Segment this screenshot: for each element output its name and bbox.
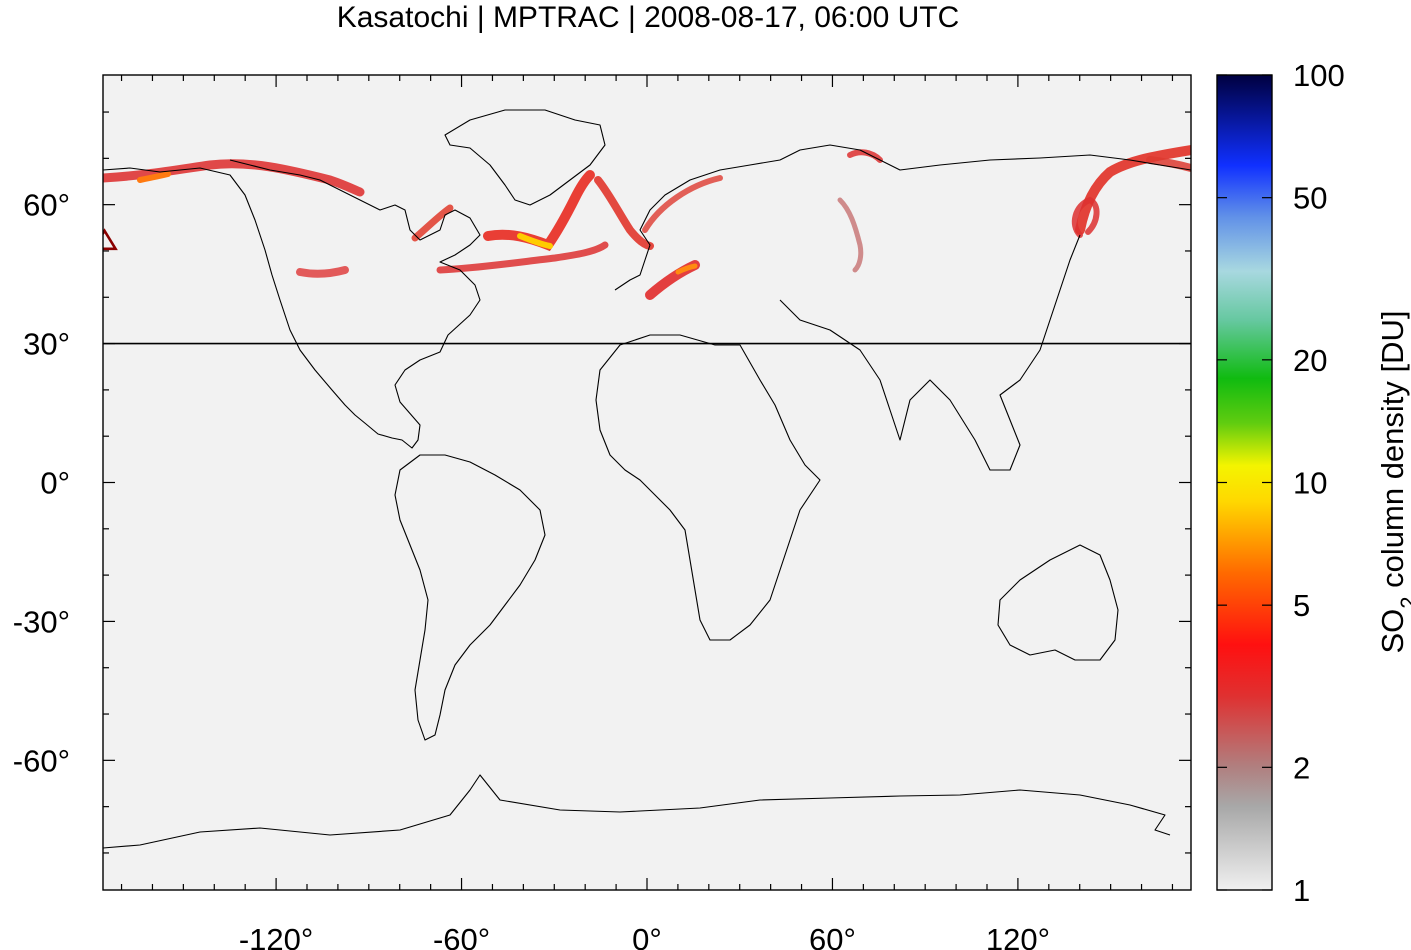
coast-asia xyxy=(779,234,1081,471)
y-axis-tick-labels: 60° 30° 0° -30° -60° xyxy=(13,188,70,779)
colorbar-label: SO2 column density [DU] xyxy=(1375,310,1411,653)
y-tick-label: 60° xyxy=(23,188,70,223)
coastlines xyxy=(103,109,1191,849)
plume-alaska-core xyxy=(137,171,171,183)
x-axis-tick-labels: -120° -60° 0° 60° 120° xyxy=(239,922,1050,950)
plume-greenland-europe xyxy=(594,176,654,250)
coast-africa-eurasia xyxy=(595,334,821,641)
plume-far-east-loop xyxy=(1071,196,1100,238)
plume-us-northern xyxy=(296,266,349,278)
colorbar-tick-labels: 1 2 5 10 20 50 100 xyxy=(1293,58,1345,908)
coast-south-america xyxy=(394,454,546,741)
plume-scandinavia xyxy=(642,175,723,233)
plume-atlantic-core xyxy=(517,233,553,249)
coast-greenland xyxy=(444,109,606,206)
plume-siberia-arc xyxy=(837,197,864,273)
y-tick-label: -30° xyxy=(13,604,70,639)
x-tick-label: 60° xyxy=(809,922,856,950)
map-axis-ticks xyxy=(103,75,1191,890)
colorbar-tick-label: 1 xyxy=(1293,873,1310,908)
plume-hudson xyxy=(411,204,454,242)
chart-title: Kasatochi | MPTRAC | 2008-08-17, 06:00 U… xyxy=(337,1,960,34)
coast-australia xyxy=(997,544,1119,661)
volcano-triangle-icon xyxy=(103,228,118,251)
plume-alaska-canada xyxy=(103,159,365,197)
x-tick-label: 120° xyxy=(986,922,1050,950)
colorbar-tick-label: 50 xyxy=(1293,181,1327,216)
coast-north-america xyxy=(103,159,481,449)
so2-plume-layer xyxy=(103,145,1191,300)
plume-far-east-east xyxy=(1146,156,1191,172)
colorbar-tick-label: 20 xyxy=(1293,343,1327,378)
colorbar-label-rest: column density [DU] xyxy=(1375,310,1410,596)
x-tick-label: 0° xyxy=(632,922,662,950)
colorbar-label-subscript: 2 xyxy=(1396,596,1411,608)
y-tick-label: -60° xyxy=(13,743,70,778)
y-tick-label: 0° xyxy=(40,466,70,501)
plume-atlantic-south xyxy=(436,241,609,274)
y-tick-label: 30° xyxy=(23,327,70,362)
map-panel: -120° -60° 0° 60° 120° 60° 30° 0° -30° -60° xyxy=(13,74,1192,950)
x-tick-label: -120° xyxy=(239,922,313,950)
coast-europe xyxy=(614,144,1191,291)
x-tick-label: -60° xyxy=(433,922,490,950)
colorbar-tick-label: 10 xyxy=(1293,466,1327,501)
coast-antarctica xyxy=(103,774,1171,849)
colorbar-tick-label: 100 xyxy=(1293,58,1345,93)
plume-far-east xyxy=(1075,145,1191,235)
colorbar-label-main: SO xyxy=(1375,609,1410,654)
colorbar-ticks xyxy=(1217,74,1272,891)
colorbar-tick-label: 2 xyxy=(1293,750,1310,785)
map-background xyxy=(103,75,1191,890)
colorbar-tick-label: 5 xyxy=(1293,588,1310,623)
plume-central-europe-core xyxy=(675,263,698,275)
